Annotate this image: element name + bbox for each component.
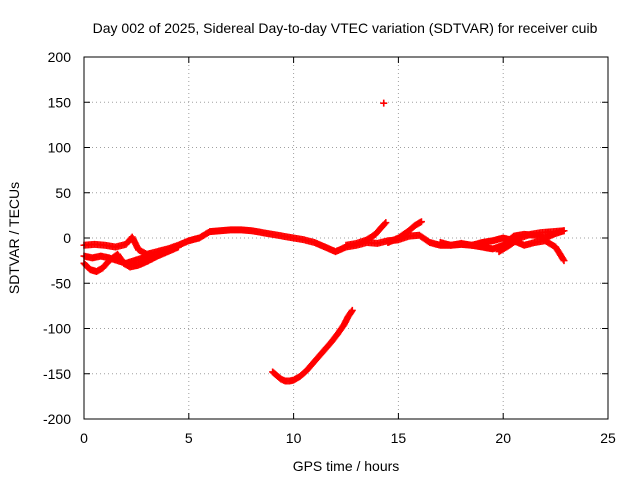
data-point bbox=[348, 306, 356, 314]
data-point bbox=[417, 218, 425, 226]
x-axis-ticks: 0 5 10 15 20 25 bbox=[80, 57, 616, 446]
x-axis-label: GPS time / hours bbox=[293, 458, 400, 474]
series-right-lower-branch bbox=[436, 234, 568, 265]
data-point bbox=[381, 220, 389, 228]
y-tick-label: -200 bbox=[43, 411, 71, 427]
y-axis-label: SDTVAR / TECUs bbox=[6, 182, 22, 294]
data-point bbox=[560, 227, 568, 235]
x-tick-label: 25 bbox=[600, 430, 616, 446]
series-dip-curve bbox=[269, 306, 356, 385]
series-right-upper-branch bbox=[495, 227, 568, 256]
series-branch-2 bbox=[80, 250, 155, 267]
data-point bbox=[559, 255, 567, 263]
y-tick-label: -150 bbox=[43, 366, 71, 382]
x-tick-label: 15 bbox=[391, 430, 407, 446]
data-point bbox=[560, 257, 568, 265]
y-tick-label: 0 bbox=[63, 230, 71, 246]
data-points bbox=[80, 99, 568, 385]
y-tick-label: 100 bbox=[48, 140, 72, 156]
x-tick-label: 10 bbox=[286, 430, 302, 446]
data-point bbox=[174, 243, 182, 251]
series-outlier bbox=[380, 99, 388, 107]
x-tick-label: 0 bbox=[80, 430, 88, 446]
series-rising-branch-a bbox=[342, 219, 390, 249]
y-tick-label: 50 bbox=[55, 185, 71, 201]
x-tick-label: 5 bbox=[185, 430, 193, 446]
y-axis-ticks: -200 -150 -100 -50 0 50 100 150 200 bbox=[43, 49, 608, 427]
chart-title: Day 002 of 2025, Sidereal Day-to-day VTE… bbox=[93, 20, 598, 36]
x-tick-label: 20 bbox=[495, 430, 511, 446]
y-tick-label: -100 bbox=[43, 321, 71, 337]
data-point bbox=[347, 308, 355, 316]
data-point bbox=[380, 99, 388, 107]
y-tick-label: 200 bbox=[48, 49, 72, 65]
series-rising-branch-b bbox=[384, 218, 425, 247]
data-point bbox=[147, 250, 155, 258]
y-tick-label: -50 bbox=[51, 275, 71, 291]
series-lower-branch bbox=[80, 243, 182, 275]
data-point bbox=[382, 219, 390, 227]
y-tick-label: 150 bbox=[48, 94, 72, 110]
